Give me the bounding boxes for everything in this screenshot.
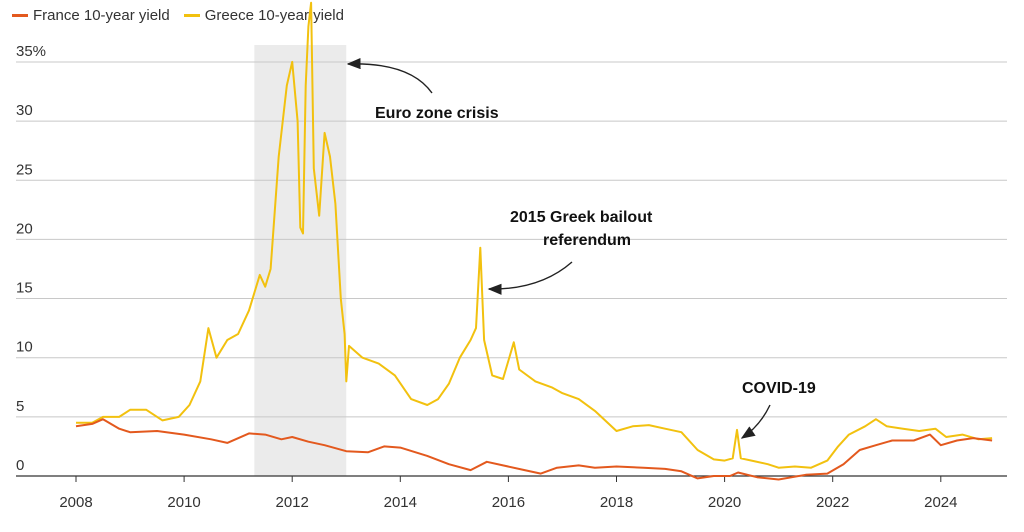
x-tick-label-2008: 2008 [59, 494, 92, 511]
annotation-text-0-0: Euro zone crisis [375, 105, 499, 122]
y-tick-label-0: 0 [16, 457, 24, 474]
y-tick-label-35: 35% [16, 43, 46, 60]
x-tick-label-2010: 2010 [167, 494, 200, 511]
y-tick-label-20: 20 [16, 220, 33, 237]
annotation-arrow-0 [346, 57, 433, 94]
annotation-text-2-0: COVID-19 [742, 380, 816, 397]
y-tick-label-25: 25 [16, 161, 33, 178]
y-tick-label-30: 30 [16, 102, 33, 119]
x-tick-label-2022: 2022 [816, 494, 849, 511]
x-tick-label-2020: 2020 [708, 494, 741, 511]
y-tick-label-10: 10 [16, 339, 33, 356]
crisis-shaded-region [254, 45, 347, 476]
x-tick-label-2024: 2024 [924, 494, 957, 511]
x-tick-label-2014: 2014 [384, 494, 417, 511]
series-line-france-10-year-yield [75, 418, 993, 481]
legend-item-france: France 10-year yield [12, 7, 170, 24]
series-line-greece-10-year-yield [76, 1, 993, 469]
legend-swatch-france [12, 13, 28, 17]
annotation-arrow-1 [487, 261, 573, 295]
y-tick-label-5: 5 [16, 398, 24, 415]
x-tick-label-2016: 2016 [492, 494, 525, 511]
y-tick-label-15: 15 [16, 280, 33, 297]
legend-label-france: France 10-year yield [33, 6, 170, 24]
annotation-text-1-1: referendum [543, 232, 631, 249]
x-tick-label-2012: 2012 [276, 494, 309, 511]
x-tick-label-2018: 2018 [600, 494, 633, 511]
annotation-text-1-0: 2015 Greek bailout [510, 209, 653, 226]
legend-swatch-greece [183, 13, 200, 17]
annotation-arrow-2 [740, 404, 771, 439]
